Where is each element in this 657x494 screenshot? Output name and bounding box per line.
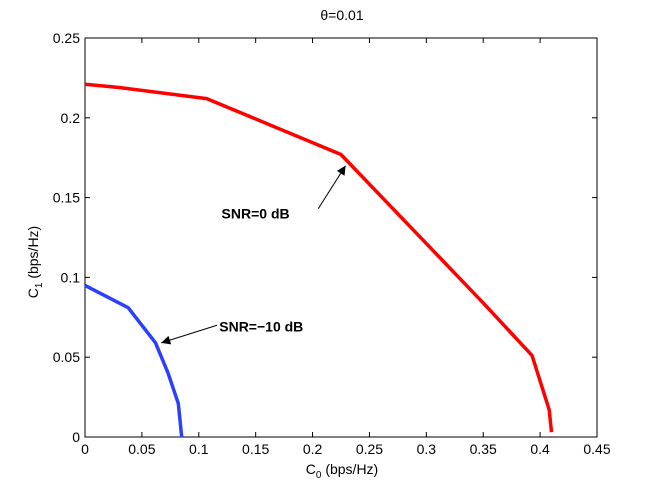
y-axis-label-base: C: [25, 288, 41, 298]
annotation-snr-minus-10db-arrow: [161, 324, 218, 345]
y-tick-label: 0.25: [53, 30, 80, 46]
x-tick-label: 0.3: [417, 441, 437, 457]
plot-area: 0 0.05 0.1 0.15 0.2 0.25 0.3 0.35 0.4 0.45 0 0.05 0.…: [53, 30, 611, 457]
x-tick-label: 0.25: [356, 441, 383, 457]
y-axis-label-rest: (bps/Hz): [25, 226, 41, 283]
annotation-snr-0db-label: SNR=0 dB: [222, 205, 290, 221]
annotation-snr-minus-10db-label: SNR=−10 dB: [219, 319, 303, 335]
y-tick-label: 0.1: [61, 269, 81, 285]
x-tick-label: 0.1: [189, 441, 209, 457]
x-tick-label: 0.45: [583, 441, 610, 457]
axes-box: [84, 37, 598, 438]
y-axis-label-sub: 1: [34, 282, 45, 288]
x-axis-label-rest: (bps/Hz): [321, 461, 378, 477]
x-tick-label: 0.35: [470, 441, 497, 457]
chart-title: θ=0.01: [320, 7, 363, 23]
annotation-snr-0db-arrow: [317, 165, 346, 210]
x-tick-label: 0.05: [128, 441, 155, 457]
x-tick-label: 0.2: [303, 441, 323, 457]
y-tick-label: 0.05: [53, 349, 80, 365]
x-tick-label: 0.15: [242, 441, 269, 457]
x-axis-label: C0 (bps/Hz): [306, 461, 378, 481]
x-tick-label: 0: [81, 441, 89, 457]
x-axis-label-base: C: [306, 461, 316, 477]
y-tick-label: 0: [72, 429, 80, 445]
y-tick-label: 0.2: [61, 110, 81, 126]
y-axis-label: C1 (bps/Hz): [25, 226, 45, 298]
series-line-snr-minus-10db: [84, 283, 184, 438]
series-line-snr-0db: [84, 82, 554, 433]
x-axis-label-sub: 0: [316, 470, 322, 481]
y-tick-label: 0.15: [53, 190, 80, 206]
x-tick-label: 0.4: [530, 441, 550, 457]
